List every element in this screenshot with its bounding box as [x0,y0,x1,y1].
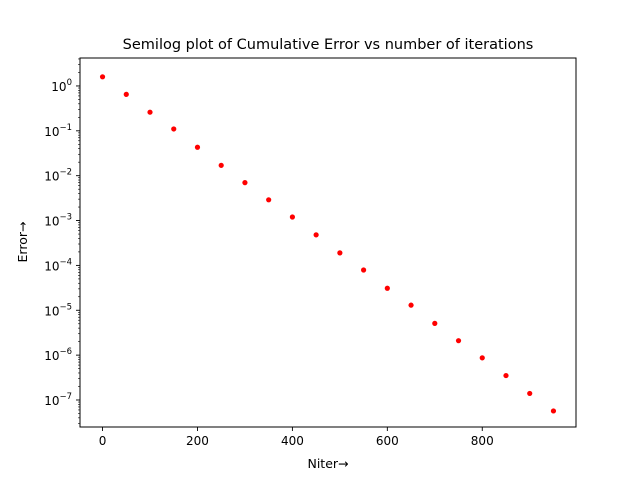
data-point [384,285,390,291]
data-point [242,180,248,186]
x-tick-label: 400 [281,434,304,448]
data-point [503,372,509,379]
y-tick-label: 10−2 [44,168,72,184]
y-tick-label: 10−3 [44,213,72,229]
data-point [455,338,462,344]
data-point [360,267,367,273]
data-point [289,214,296,220]
y-axis: 100 10−1 10−2 10−3 10−4 10−5 10−6 10−7 [44,58,80,424]
x-tick-label: 0 [99,434,107,448]
data-point [337,250,343,256]
x-axis: 0 200 400 600 800 [99,427,494,448]
data-point [432,320,438,326]
data-point [266,197,272,203]
data-point [408,302,414,308]
plot-frame [79,57,577,428]
data-point [194,144,201,150]
data-point [550,408,557,414]
chart-title: Semilog plot of Cumulative Error vs numb… [123,37,534,53]
y-axis-label: Error→ [15,222,30,263]
y-tick-label: 100 [51,78,72,94]
data-point [527,390,533,397]
data-point [123,91,129,97]
x-tick-label: 600 [376,434,399,448]
data-point [218,162,224,168]
x-tick-label: 800 [471,434,494,448]
x-axis-label: Niter→ [307,456,348,471]
data-point [171,126,177,132]
data-point [313,232,319,238]
data-point [147,109,153,115]
y-tick-label: 10−7 [44,392,72,408]
data-points [99,74,557,414]
y-tick-label: 10−1 [44,123,72,139]
y-tick-label: 10−4 [44,257,72,273]
y-tick-label: 10−5 [44,302,72,318]
data-point [479,355,485,361]
data-point [99,74,106,80]
y-tick-label: 10−6 [44,347,72,363]
x-tick-label: 200 [186,434,209,448]
